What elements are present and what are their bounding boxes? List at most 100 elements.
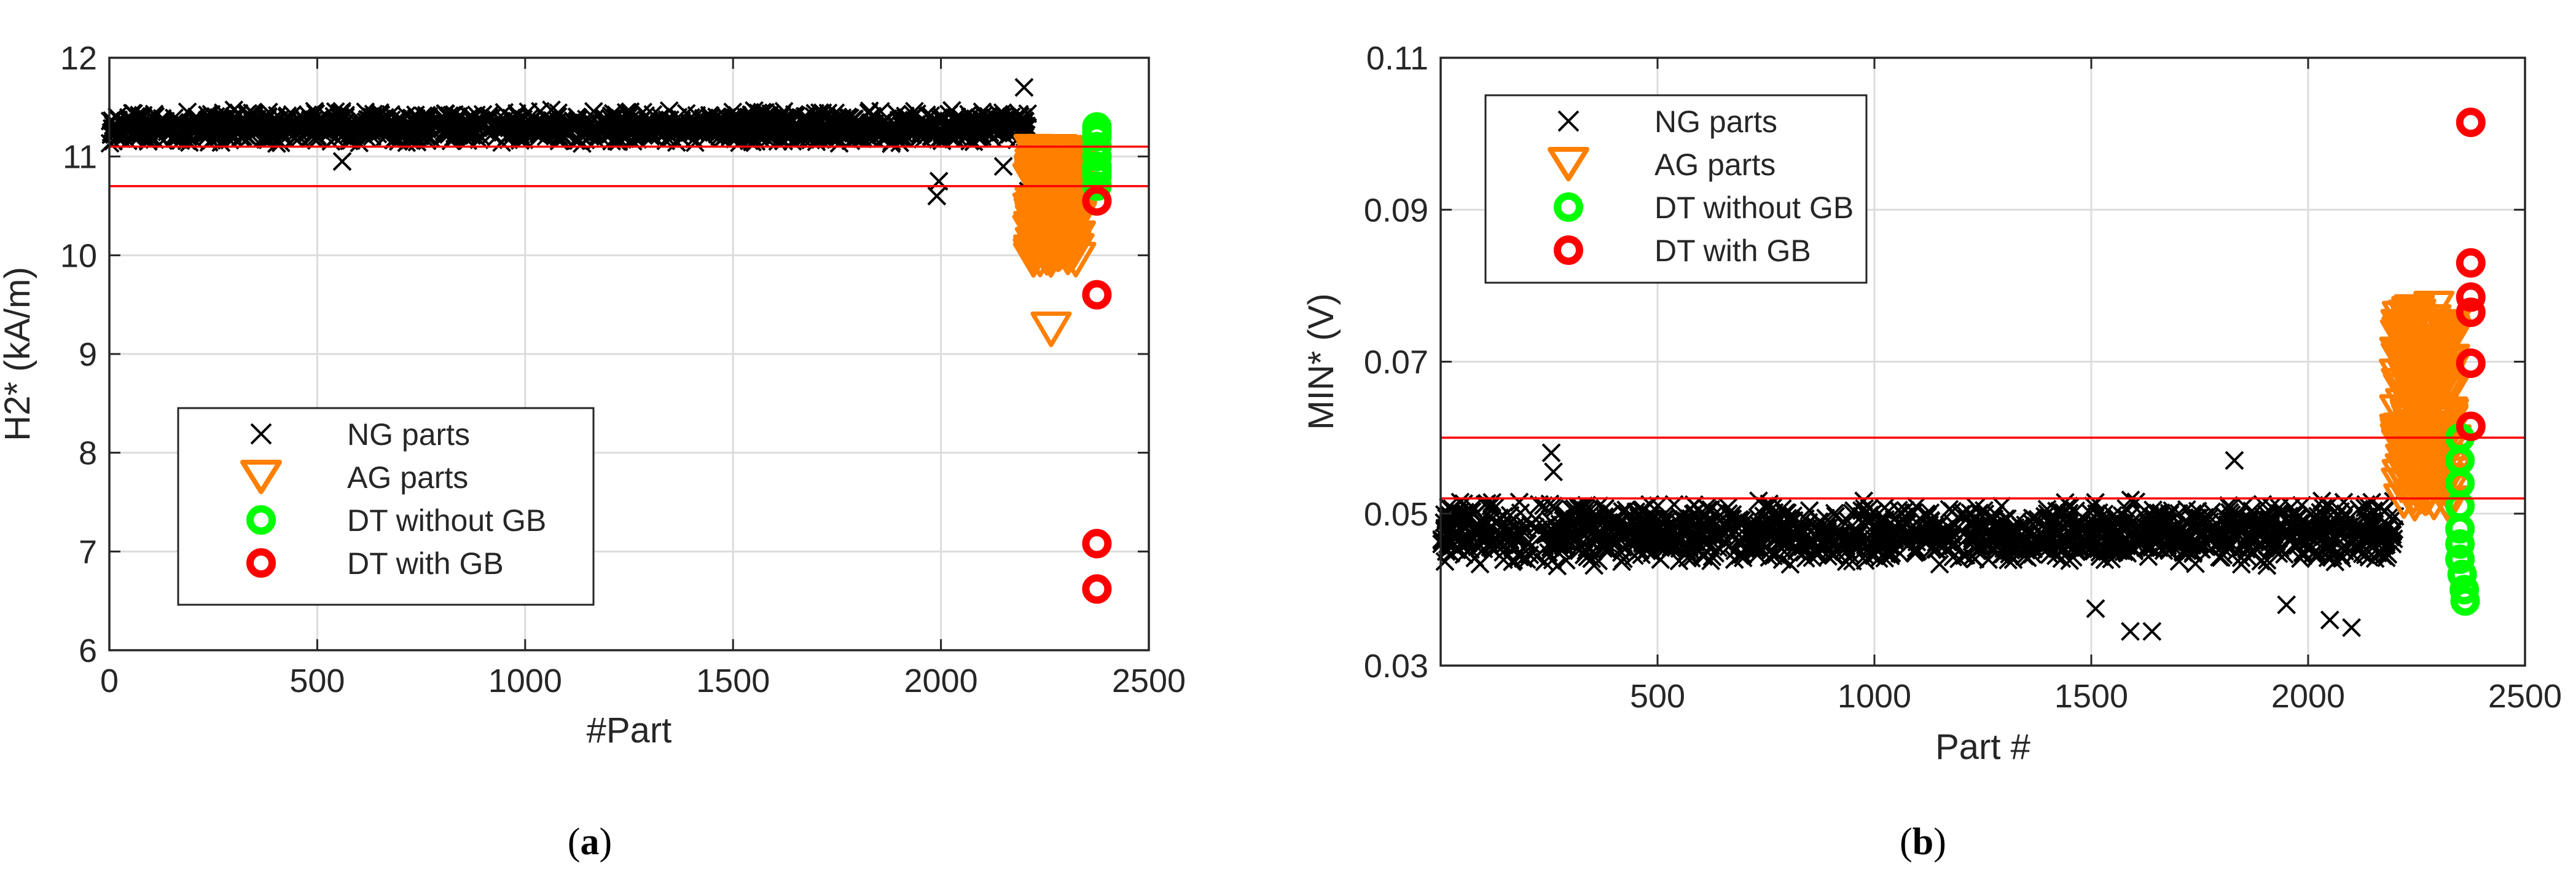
legend-label: NG parts — [347, 417, 470, 452]
y-tick-label: 0.07 — [1364, 344, 1428, 381]
legend-label: DT without GB — [1654, 191, 1854, 225]
ag-part-marker — [1013, 133, 1055, 170]
panel-caption: (a) — [568, 821, 612, 863]
ng-part-marker — [606, 107, 626, 126]
ng-part-marker — [654, 117, 674, 136]
panel-b: 500 1000 1500 2000 2500 0.03 0.05 0.07 0.09 0.11 P… — [1301, 40, 2562, 863]
ng-part-marker — [332, 152, 352, 171]
ng-part-marker — [359, 110, 378, 129]
ng-part-marker — [165, 108, 184, 128]
ng-part-marker — [189, 109, 208, 129]
x-tick-label: 1500 — [696, 663, 770, 699]
ng-part-marker — [871, 101, 890, 121]
ng-part-marker — [209, 112, 229, 132]
ng-part-marker — [933, 109, 953, 129]
ng-part-marker — [821, 120, 840, 140]
ng-part-marker — [130, 109, 150, 128]
ag-part-marker — [1024, 179, 1066, 216]
legend-label: DT without GB — [347, 503, 546, 538]
y-tick-label: 11 — [63, 139, 97, 176]
ng-part-marker — [786, 106, 806, 125]
ng-part-marker — [209, 128, 229, 147]
ng-part-marker — [584, 101, 603, 121]
x-tick-label: 1000 — [488, 663, 562, 699]
ng-part-marker — [853, 117, 873, 136]
ng-part-marker — [599, 126, 619, 145]
y-tick-label: 12 — [60, 40, 97, 77]
y-tick-label: 0.05 — [1364, 496, 1428, 533]
y-axis-label: H2* (kA/m) — [0, 267, 37, 441]
ng-part-marker — [133, 108, 153, 127]
ng-part-marker — [248, 120, 267, 140]
x-tick-label: 2000 — [2271, 678, 2345, 715]
ng-part-marker — [186, 109, 205, 129]
ng-part-marker — [405, 105, 425, 125]
ng-part-marker — [473, 104, 493, 124]
y-tick-label: 6 — [79, 632, 97, 669]
x-tick-label: 500 — [1630, 678, 1685, 715]
y-tick-label: 9 — [79, 336, 97, 373]
ng-part-marker — [285, 128, 305, 148]
ng-part-marker — [139, 125, 159, 145]
ng-part-marker — [796, 127, 815, 146]
panel-caption: (b) — [1900, 821, 1946, 863]
ng-part-marker — [944, 122, 963, 141]
ng-part-marker — [339, 118, 359, 138]
ng-part-marker — [195, 120, 214, 140]
ng-part-marker — [132, 113, 152, 132]
ng-part-marker — [392, 123, 411, 143]
ng-part-marker — [737, 128, 756, 148]
ng-part-marker — [944, 117, 964, 136]
x-tick-label: 2000 — [904, 663, 978, 699]
ng-part-marker — [686, 116, 705, 136]
ag-part-marker — [1014, 186, 1056, 222]
ng-part-marker — [280, 109, 299, 129]
ng-part-marker — [498, 126, 517, 145]
ng-part-marker — [804, 107, 824, 127]
ng-part-marker — [742, 119, 761, 138]
ng-part-marker — [607, 115, 627, 135]
ng-part-marker — [993, 157, 1013, 176]
legend-label: AG parts — [347, 460, 468, 495]
panel-a: 0 500 1000 1500 2000 2500 6 7 8 9 10 11 12 #Part H2* (… — [0, 40, 1186, 863]
ag-part-marker — [1047, 176, 1089, 213]
ng-part-marker — [530, 119, 549, 139]
ng-part-marker — [807, 129, 826, 149]
ng-part-marker — [414, 118, 434, 138]
y-tick-label: 0.11 — [1366, 40, 1428, 77]
ng-part-marker — [326, 102, 345, 122]
x-axis-label: #Part — [587, 710, 672, 750]
ng-part-marker — [917, 116, 936, 136]
ng-part-marker — [245, 105, 265, 125]
x-tick-label: 1500 — [2054, 678, 2128, 715]
ng-part-marker — [721, 116, 741, 135]
ng-part-marker — [1014, 77, 1034, 97]
ng-part-marker — [267, 106, 287, 125]
y-axis-label: MIN* (V) — [1301, 293, 1341, 430]
ng-part-marker — [671, 127, 691, 147]
ng-part-marker — [639, 117, 659, 136]
ng-part-marker — [366, 120, 385, 140]
ng-part-marker — [1018, 104, 1038, 124]
ng-part-marker — [227, 117, 246, 136]
ag-part-marker — [1028, 163, 1070, 199]
y-tick-label: 10 — [60, 237, 97, 274]
legend-label: DT with GB — [1654, 234, 1811, 268]
data-marks — [100, 77, 1112, 604]
ag-part-marker — [1030, 232, 1071, 269]
x-tick-label: 0 — [100, 663, 119, 699]
ng-part-marker — [559, 124, 578, 143]
legend-label: NG parts — [1654, 104, 1777, 139]
ng-part-marker — [974, 121, 993, 141]
ng-part-marker — [455, 113, 474, 133]
ng-part-marker — [575, 124, 595, 143]
ng-part-marker — [931, 128, 950, 148]
ng-part-marker — [859, 127, 879, 147]
ng-part-marker — [324, 114, 343, 133]
ng-part-marker — [761, 114, 780, 133]
ag-part-marker — [1027, 199, 1069, 235]
ng-part-marker — [641, 125, 660, 144]
ng-part-marker — [503, 109, 522, 128]
ng-part-marker — [225, 110, 245, 130]
